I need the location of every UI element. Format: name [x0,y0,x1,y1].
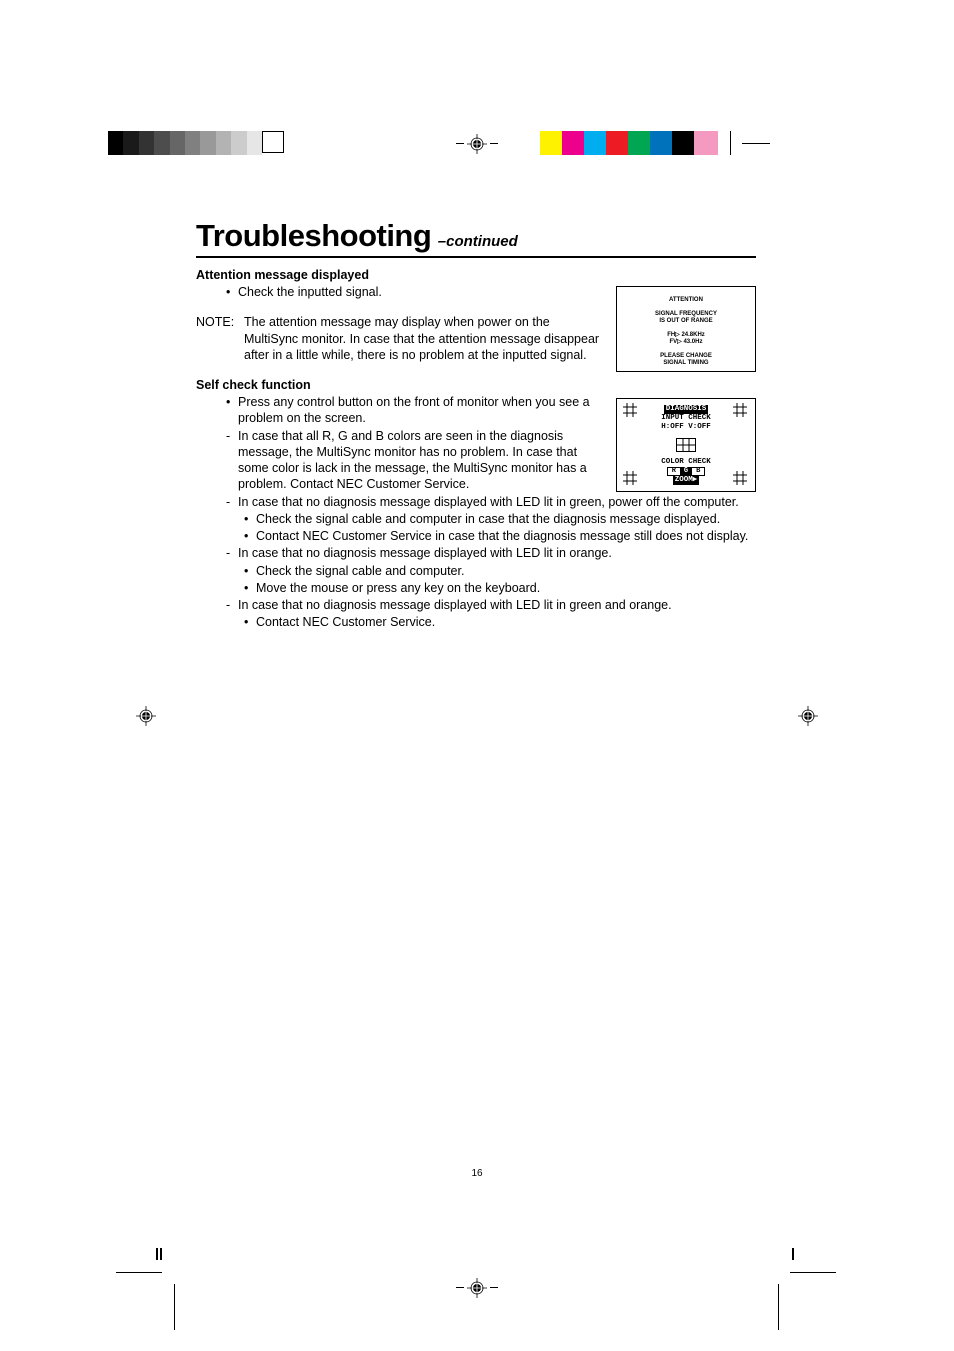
page-content: Troubleshooting –continued Attention mes… [196,218,756,632]
rgb-indicator: RGB [667,467,706,476]
page-number: 16 [0,1168,954,1179]
dash-mark: - [226,494,238,510]
grey-swatch [123,131,138,155]
dash-mark: - [226,545,238,561]
attn-line: ATTENTION [623,297,749,305]
dash-mark: - [226,597,238,613]
color-swatch [672,131,694,155]
bullet-mark: • [244,580,256,596]
grey-swatch [185,131,200,155]
color-swatch [694,131,718,155]
page-title: Troubleshooting [196,218,431,253]
dash-text: In case that no diagnosis message displa… [238,545,756,561]
bullet-text: Check the signal cable and computer. [256,563,756,579]
dash-mark: - [226,428,238,493]
bullet-text: Contact NEC Customer Service in case tha… [256,528,756,544]
registration-mark [136,706,156,726]
grey-swatch [108,131,123,155]
crop-mark [174,1284,175,1330]
diag-title: DIAGNOSIS [664,405,709,414]
reg-dash [456,143,464,144]
grey-calibration-bar [108,131,284,155]
dash-item: - In case that no diagnosis message disp… [226,545,756,561]
dash-text: In case that no diagnosis message displa… [238,597,756,613]
registration-mark [467,1278,487,1298]
attn-line: SIGNAL FREQUENCY IS OUT OF RANGE [623,311,749,326]
bullet-item: • Contact NEC Customer Service in case t… [244,528,756,544]
attention-figure: ATTENTION SIGNAL FREQUENCY IS OUT OF RAN… [616,286,756,372]
bullet-item: • Move the mouse or press any key on the… [244,580,756,596]
color-swatch [606,131,628,155]
bullet-text: Check the inputted signal. [238,284,604,300]
grey-swatch [139,131,154,155]
dash-item: - In case that all R, G and B colors are… [226,428,604,493]
dash-item: - In case that no diagnosis message disp… [226,597,756,613]
diag-color-check: COLOR CHECK [661,458,711,466]
diagnosis-figure: DIAGNOSIS INPUT CHECK H:OFF V:OFF COLOR … [616,398,756,492]
bullet-item: • Check the signal cable and computer. [244,563,756,579]
note-item: NOTE: The attention message may display … [196,314,604,363]
page-title-suffix: –continued [438,233,518,250]
grey-swatch [231,131,246,155]
color-swatch [650,131,672,155]
page-title-row: Troubleshooting –continued [196,218,756,254]
color-swatch [540,131,562,155]
hash-icon [623,403,639,419]
reg-dash [490,1287,498,1288]
bullet-text: Check the signal cable and computer in c… [256,511,756,527]
bullet-item: • Contact NEC Customer Service. [244,614,756,630]
bullet-mark: • [244,528,256,544]
crop-mark [742,143,770,144]
dash-item: - In case that no diagnosis message disp… [226,494,756,510]
crop-mark [792,1248,794,1260]
diag-zoom: ZOOM▶ [673,476,700,485]
reg-dash [490,143,498,144]
color-swatch [584,131,606,155]
color-calibration-bar [540,131,718,155]
dash-text: In case that no diagnosis message displa… [238,494,756,510]
crop-mark [116,1272,162,1273]
hash-icon [623,471,639,487]
crop-mark [790,1272,836,1273]
grey-swatch [247,131,262,155]
registration-mark [467,134,487,154]
attn-line: FH▷ 24.8KHz FV▷ 43.0Hz [623,332,749,347]
grey-swatch [170,131,185,155]
grid-icon [676,438,696,452]
bullet-mark: • [226,284,238,300]
bullet-mark: • [226,394,238,427]
bullet-text: Contact NEC Customer Service. [256,614,756,630]
attn-line: PLEASE CHANGE SIGNAL TIMING [623,353,749,368]
color-swatch [562,131,584,155]
hash-icon [733,403,749,419]
bullet-text: Press any control button on the front of… [238,394,604,427]
bullet-text: Move the mouse or press any key on the k… [256,580,756,596]
hash-icon [733,471,749,487]
title-rule [196,256,756,258]
crop-mark [778,1284,779,1330]
note-text: The attention message may display when p… [244,314,604,363]
grey-swatch [200,131,215,155]
crop-mark [156,1248,158,1260]
bullet-mark: • [244,563,256,579]
bullet-mark: • [244,614,256,630]
note-label: NOTE: [196,314,244,363]
grey-swatch [154,131,169,155]
bullet-item: • Check the inputted signal. [226,284,604,300]
reg-dash [456,1287,464,1288]
section-heading: Self check function [196,378,756,392]
diag-line: INPUT CHECK [661,414,711,422]
color-swatch [628,131,650,155]
dash-text: In case that all R, G and B colors are s… [238,428,604,493]
bullet-item: • Press any control button on the front … [226,394,604,427]
section-heading: Attention message displayed [196,268,756,282]
registration-mark [798,706,818,726]
crop-mark [160,1248,162,1260]
grey-swatch [216,131,231,155]
diag-line: H:OFF V:OFF [661,423,711,431]
bullet-mark: • [244,511,256,527]
grey-swatch-outline [262,131,284,153]
bullet-item: • Check the signal cable and computer in… [244,511,756,527]
